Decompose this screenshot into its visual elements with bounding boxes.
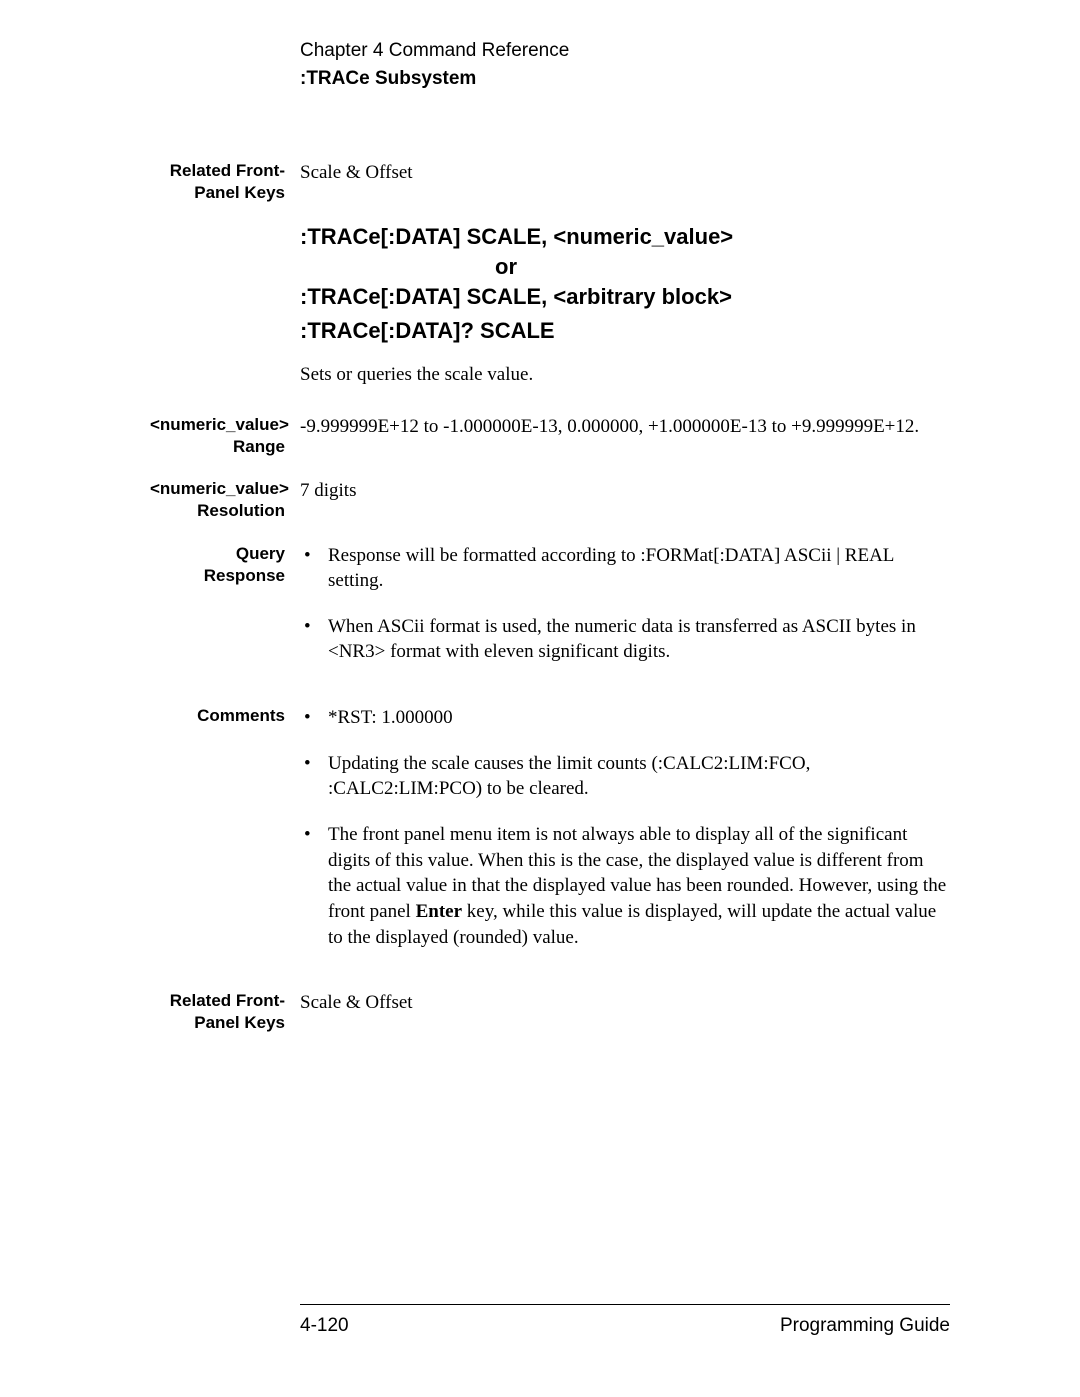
- resolution-label: <numeric_value> Resolution: [150, 478, 300, 522]
- resolution-row: <numeric_value> Resolution 7 digits: [150, 478, 950, 522]
- comments-item-3: The front panel menu item is not always …: [300, 822, 950, 950]
- comments-label: Comments: [150, 705, 300, 970]
- comments-item-2: Updating the scale causes the limit coun…: [300, 751, 950, 802]
- related-keys-row-2: Related Front-Panel Keys Scale & Offset: [150, 990, 950, 1034]
- comments-item-1: *RST: 1.000000: [300, 705, 950, 731]
- command-line-1: :TRACe[:DATA] SCALE, <numeric_value>: [300, 224, 950, 250]
- command-line-2: :TRACe[:DATA] SCALE, <arbitrary block>: [300, 284, 950, 310]
- query-response-list: Response will be formatted according to …: [300, 543, 950, 666]
- range-value: -9.999999E+12 to -1.000000E-13, 0.000000…: [300, 414, 950, 458]
- command-or: or: [300, 254, 950, 280]
- page-footer: 4-120 Programming Guide: [150, 1304, 950, 1337]
- subsystem-title: :TRACe Subsystem: [300, 68, 950, 90]
- page-header: Chapter 4 Command Reference :TRACe Subsy…: [300, 40, 950, 90]
- query-response-label: Query Response: [150, 543, 300, 686]
- related-keys-value-2: Scale & Offset: [300, 990, 950, 1034]
- page-number: 4-120: [300, 1315, 349, 1337]
- resolution-value: 7 digits: [300, 478, 950, 522]
- query-response-content: Response will be formatted according to …: [300, 543, 950, 686]
- comments-item-3-bold: Enter: [416, 901, 462, 922]
- command-query: :TRACe[:DATA]? SCALE: [300, 318, 950, 344]
- comments-content: *RST: 1.000000 Updating the scale causes…: [300, 705, 950, 970]
- comments-list: *RST: 1.000000 Updating the scale causes…: [300, 705, 950, 950]
- chapter-title: Chapter 4 Command Reference: [300, 40, 950, 62]
- footer-row: 4-120 Programming Guide: [300, 1315, 950, 1337]
- related-keys-row-1: Related Front-Panel Keys Scale & Offset: [150, 160, 950, 204]
- footer-rule: [300, 1304, 950, 1305]
- query-response-item-1: Response will be formatted according to …: [300, 543, 950, 594]
- related-keys-label-2: Related Front-Panel Keys: [150, 990, 300, 1034]
- query-response-row: Query Response Response will be formatte…: [150, 543, 950, 686]
- guide-name: Programming Guide: [780, 1315, 950, 1337]
- related-keys-value-1: Scale & Offset: [300, 160, 950, 204]
- range-row: <numeric_value> Range -9.999999E+12 to -…: [150, 414, 950, 458]
- command-syntax-block: :TRACe[:DATA] SCALE, <numeric_value> or …: [300, 224, 950, 344]
- query-response-item-2: When ASCii format is used, the numeric d…: [300, 614, 950, 665]
- command-description: Sets or queries the scale value.: [300, 364, 950, 386]
- range-label: <numeric_value> Range: [150, 414, 300, 458]
- related-keys-label-1: Related Front-Panel Keys: [150, 160, 300, 204]
- comments-row: Comments *RST: 1.000000 Updating the sca…: [150, 705, 950, 970]
- page-content: Chapter 4 Command Reference :TRACe Subsy…: [0, 0, 1080, 1034]
